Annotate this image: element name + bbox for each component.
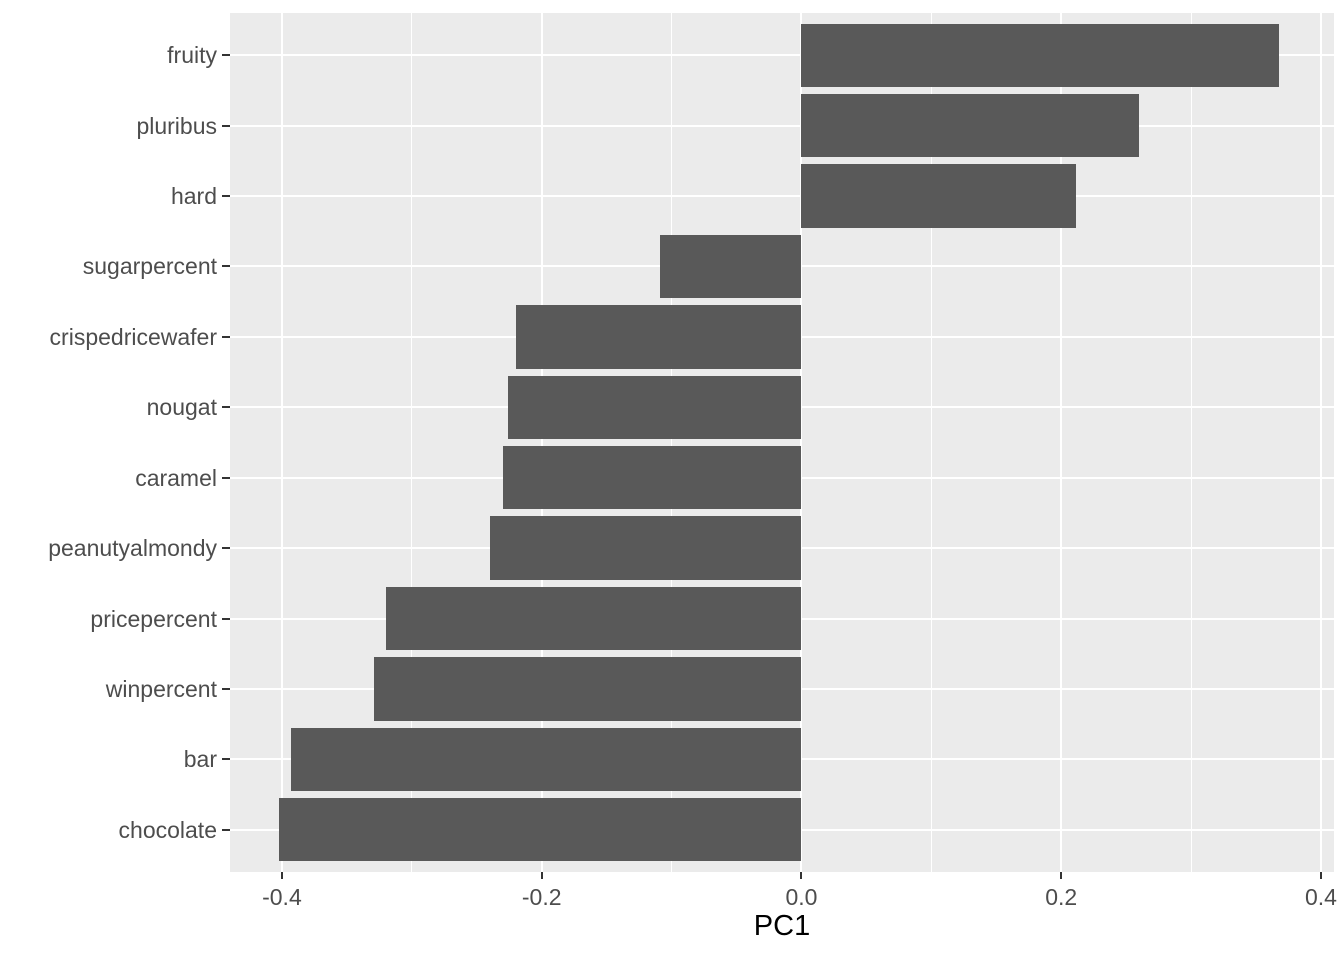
category-label-chocolate: chocolate	[118, 816, 217, 843]
y-tick-mark	[222, 758, 230, 761]
major-gridline-x	[1320, 13, 1322, 872]
y-tick-mark	[222, 265, 230, 268]
minor-gridline-x	[930, 13, 932, 872]
y-tick-mark	[222, 687, 230, 690]
y-tick-mark	[222, 828, 230, 831]
x-tick-mark	[800, 872, 803, 879]
minor-gridline-x	[1190, 13, 1192, 872]
y-tick-mark	[222, 547, 230, 550]
y-tick-mark	[222, 124, 230, 127]
x-tick-label: -0.4	[262, 884, 302, 910]
major-gridline-x	[800, 13, 803, 872]
x-tick-mark	[540, 872, 543, 879]
x-tick-label: 0.4	[1305, 884, 1337, 910]
x-tick-label: 0.0	[785, 884, 818, 910]
bar-pluribus	[801, 93, 1140, 158]
major-gridline-y	[230, 54, 1334, 57]
y-tick-mark	[222, 406, 230, 409]
bar-winpercent	[374, 657, 802, 721]
x-tick-label: 0.2	[1045, 884, 1078, 910]
x-tick-label: -0.2	[521, 884, 562, 910]
y-tick-mark	[222, 617, 230, 620]
category-label-pricepercent: pricepercent	[90, 605, 217, 632]
bar-hard	[801, 164, 1076, 228]
x-tick-mark	[280, 872, 283, 879]
category-label-sugarpercent: sugarpercent	[82, 253, 217, 280]
major-gridline-y	[230, 195, 1334, 198]
category-label-nougat: nougat	[146, 394, 217, 421]
x-tick-mark	[1320, 872, 1322, 879]
category-label-fruity: fruity	[167, 42, 217, 69]
bar-crispedricewafer	[515, 305, 802, 369]
minor-gridline-x	[671, 13, 673, 872]
major-gridline-x	[540, 13, 543, 872]
bar-pricepercent	[385, 586, 802, 651]
major-gridline-x	[280, 13, 283, 872]
category-label-bar: bar	[183, 746, 217, 773]
major-gridline-x	[1060, 13, 1063, 872]
bar-nougat	[507, 375, 802, 439]
x-tick-mark	[1060, 872, 1063, 879]
bar-bar	[291, 727, 802, 792]
y-tick-mark	[222, 195, 230, 198]
bar-fruity	[801, 23, 1280, 87]
bar-caramel	[502, 446, 802, 510]
minor-gridline-x	[411, 13, 413, 872]
category-label-crispedricewafer: crispedricewafer	[49, 323, 217, 350]
bar-chocolate	[279, 798, 802, 862]
category-label-peanutyalmondy: peanutyalmondy	[48, 535, 217, 562]
major-gridline-y	[230, 124, 1334, 127]
bar-peanutyalmondy	[489, 516, 802, 580]
y-tick-mark	[222, 54, 230, 57]
x-axis-title: PC1	[753, 910, 811, 942]
category-label-caramel: caramel	[135, 464, 217, 491]
category-label-winpercent: winpercent	[105, 675, 217, 702]
y-tick-mark	[222, 476, 230, 479]
y-tick-mark	[222, 335, 230, 338]
category-label-hard: hard	[170, 183, 217, 210]
bar-sugarpercent	[659, 234, 802, 299]
category-label-pluribus: pluribus	[136, 112, 217, 139]
